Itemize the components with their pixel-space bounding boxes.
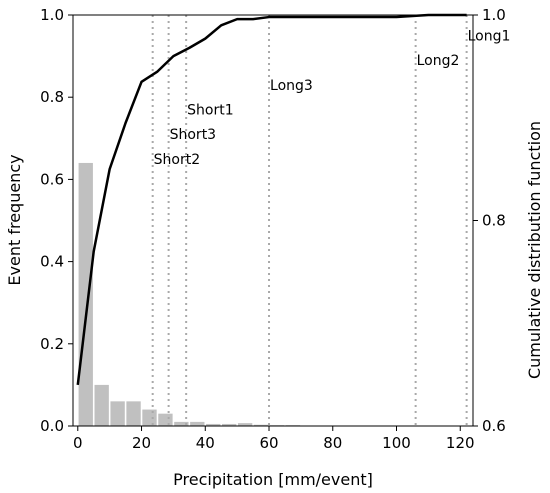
x-tick-label: 60	[259, 434, 278, 452]
y-tick-label: 0.8	[40, 88, 64, 106]
histogram-bar	[190, 421, 205, 426]
x-tick-label: 100	[382, 434, 411, 452]
y-tick-label: 0.0	[40, 417, 64, 435]
histogram-bar	[94, 384, 109, 426]
y-axis-right-ticks: 0.6 0.8 1.0	[473, 6, 506, 435]
histogram-bar	[222, 423, 237, 426]
y-axis-ticks: 0.0 0.2 0.4 0.6 0.8 1.0	[40, 6, 73, 435]
event-label: Short1	[187, 102, 233, 118]
histogram-bar	[142, 409, 157, 426]
histogram-bar	[253, 424, 269, 426]
y-axis-title: Event frequency	[5, 154, 24, 285]
event-markers	[151, 15, 468, 426]
histogram-bar	[174, 421, 189, 426]
y-right-tick-label: 1.0	[482, 6, 506, 24]
y-right-tick-label: 0.8	[482, 212, 506, 230]
histogram-bar	[206, 423, 221, 426]
cdf-line	[76, 13, 467, 386]
event-label: Long1	[468, 28, 511, 44]
event-label: Short2	[154, 152, 200, 168]
histogram-bar	[110, 401, 125, 426]
x-axis-ticks: 0 20 40 60 80 100 120	[73, 426, 475, 452]
y-axis-right-title: Cumulative distribution function	[525, 121, 544, 379]
x-tick-label: 120	[446, 434, 475, 452]
event-label: Long3	[270, 78, 313, 94]
x-tick-label: 80	[323, 434, 342, 452]
y-tick-label: 1.0	[40, 6, 64, 24]
x-tick-label: 40	[196, 434, 215, 452]
histogram-bar	[237, 423, 253, 426]
x-axis-title: Precipitation [mm/event]	[173, 470, 373, 489]
x-tick-label: 20	[132, 434, 151, 452]
y-right-tick-label: 0.6	[482, 417, 506, 435]
plot-frame	[72, 14, 474, 427]
y-tick-label: 0.2	[40, 335, 64, 353]
event-label: Short3	[170, 127, 216, 143]
event-label: Long2	[417, 53, 460, 69]
y-tick-label: 0.6	[40, 170, 64, 188]
histogram-bar	[78, 162, 93, 426]
histogram-bar	[158, 413, 173, 426]
x-tick-label: 0	[73, 434, 83, 452]
y-tick-label: 0.4	[40, 253, 64, 271]
event-labels: Short2 Short3 Short1 Long3 Long2 Long1	[154, 28, 511, 167]
histogram-bar	[126, 401, 141, 426]
